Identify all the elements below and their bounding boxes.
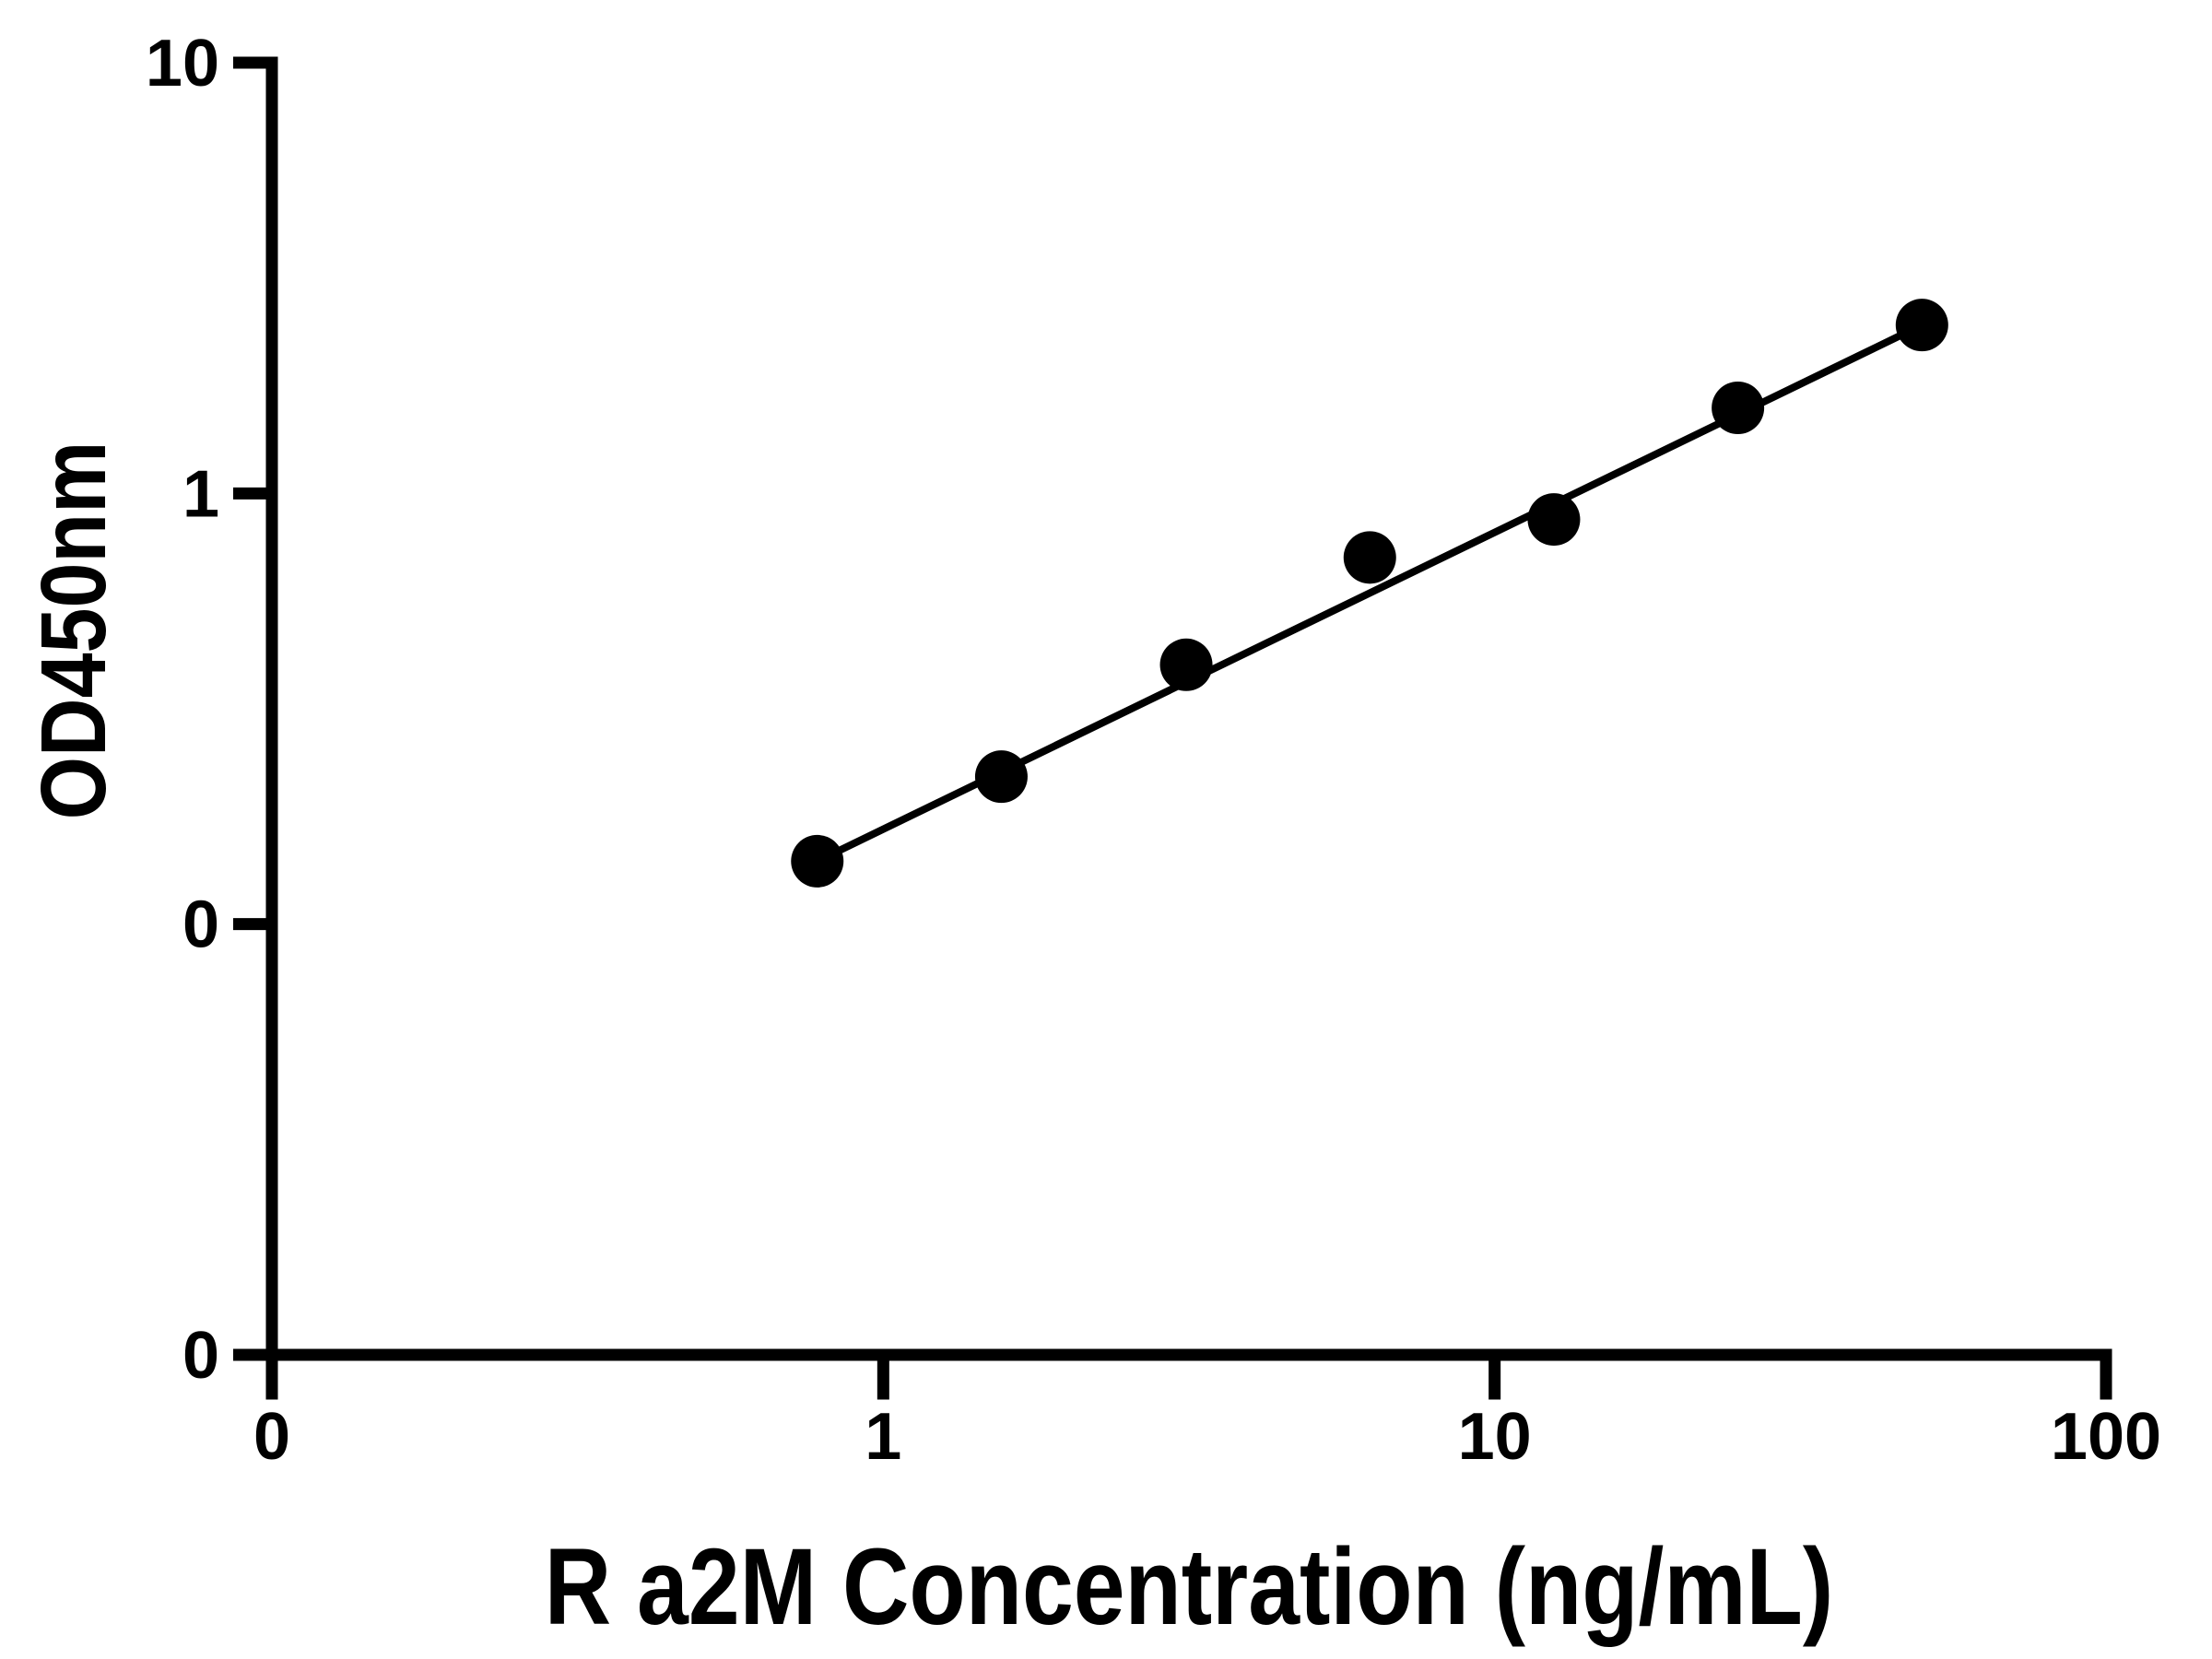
y-tick-label: 10 bbox=[146, 27, 219, 100]
y-tick-label: 0 bbox=[182, 1319, 219, 1393]
x-axis-title: R a2M Concentration (ng/mL) bbox=[545, 1526, 1834, 1647]
x-tick-label: 100 bbox=[2051, 1400, 2161, 1474]
y-tick-label: 1 bbox=[182, 457, 219, 531]
data-point bbox=[1527, 493, 1581, 547]
data-point bbox=[1895, 299, 1948, 352]
data-point bbox=[791, 834, 844, 888]
data-point bbox=[1343, 531, 1396, 584]
x-tick-label: 1 bbox=[865, 1400, 901, 1474]
data-point bbox=[1712, 382, 1765, 435]
x-tick-label: 0 bbox=[253, 1400, 290, 1474]
y-tick-label: 0 bbox=[182, 888, 219, 962]
data-point bbox=[1159, 638, 1213, 691]
x-tick-label: 10 bbox=[1458, 1400, 1532, 1474]
data-point bbox=[974, 750, 1028, 804]
y-axis-title: OD450nm bbox=[22, 441, 124, 820]
